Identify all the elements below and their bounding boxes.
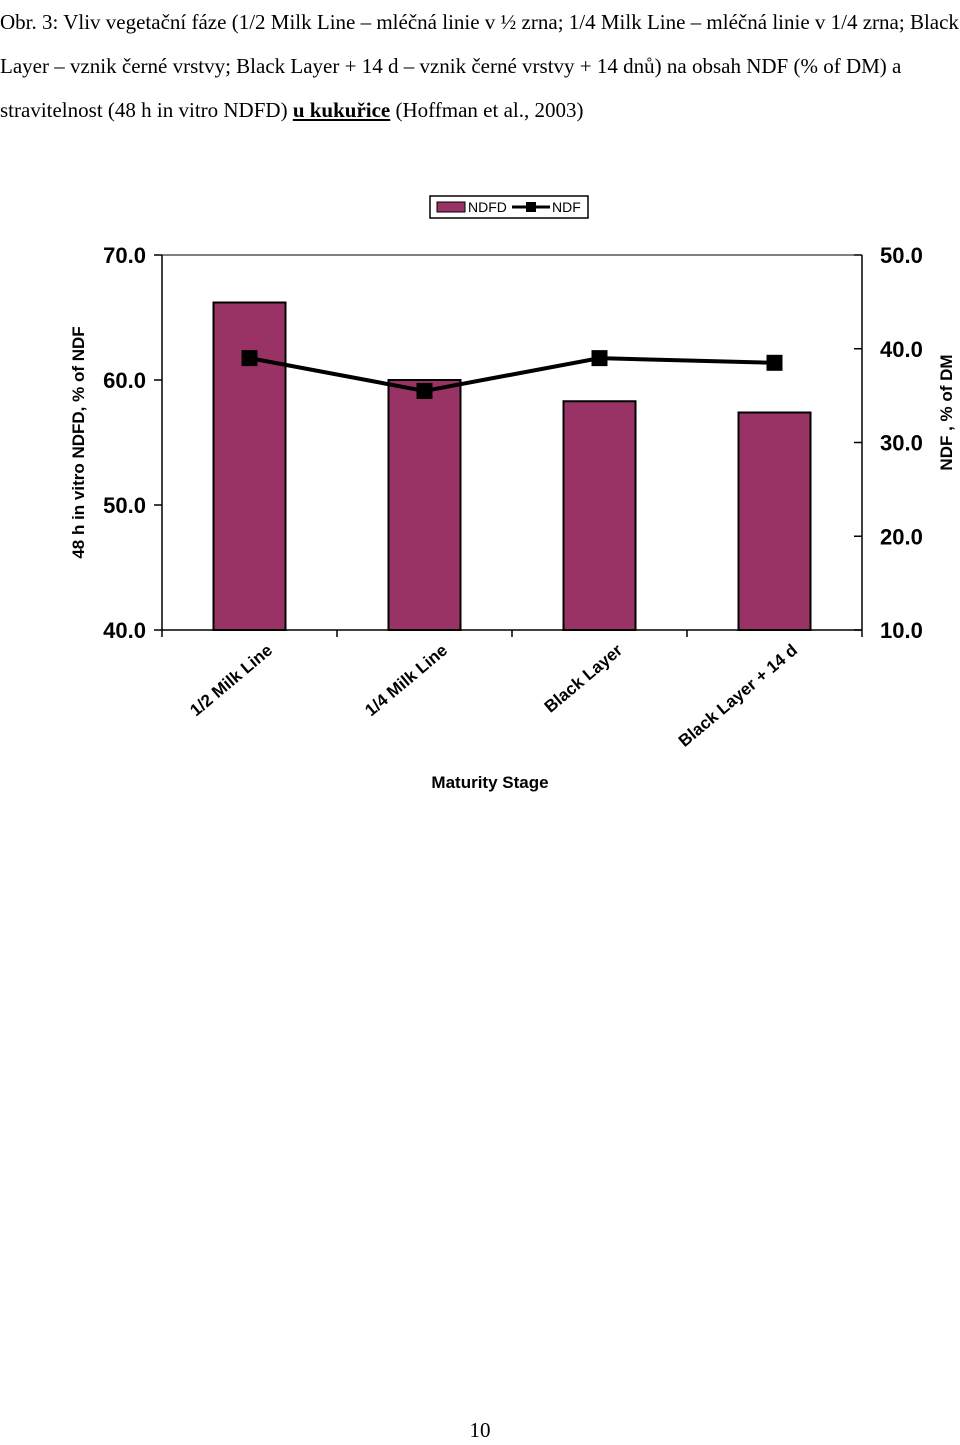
- caption-tail: (Hoffman et al., 2003): [390, 98, 584, 122]
- caption-text: Obr. 3: Vliv vegetační fáze (1/2 Milk Li…: [0, 10, 959, 122]
- marker-ndf-1: [416, 382, 433, 399]
- x-tick-label-1: 1/4 Milk Line: [361, 641, 451, 721]
- y-tick-label-right-2: 30.0: [880, 431, 923, 456]
- y-axis-label-right: NDF , % of DM: [937, 354, 956, 470]
- x-tick-label-3: Black Layer + 14 d: [675, 641, 801, 751]
- legend-label-ndf: NDF: [552, 199, 581, 215]
- x-tick-label-2: Black Layer: [541, 640, 627, 716]
- x-axis-label: Maturity Stage: [431, 773, 548, 792]
- y-tick-label-left-2: 60.0: [103, 368, 146, 393]
- y-axis-label-left: 48 h in vitro NDFD, % of NDF: [69, 326, 88, 558]
- y-tick-label-right-1: 20.0: [880, 524, 923, 549]
- caption-underlined: u kukuřice: [292, 98, 391, 122]
- plot-area: 40.0 50.0 60.0 70.0 10.0 20.0 30.0 40.0 50.0 1/2 …: [103, 243, 923, 751]
- bar-ndfd-3: [737, 411, 812, 631]
- marker-ndf-3: [766, 354, 783, 371]
- y-tick-label-left-3: 70.0: [103, 243, 146, 268]
- legend-marker-ndf: [526, 202, 536, 212]
- y-tick-label-right-0: 10.0: [880, 618, 923, 643]
- legend-label-ndfd: NDFD: [468, 199, 507, 215]
- y-tick-label-left-0: 40.0: [103, 618, 146, 643]
- chart: NDFD NDF 40.050.060.070.010.020.030.040.…: [69, 195, 956, 792]
- y-tick-label-left-1: 50.0: [103, 493, 146, 518]
- legend-swatch-ndfd: [436, 201, 466, 213]
- line-ndf: [249, 356, 775, 393]
- bar-ndfd-2: [562, 400, 637, 631]
- page-number: 10: [469, 1418, 491, 1442]
- marker-ndf-0: [241, 350, 258, 367]
- y-tick-label-right-4: 50.0: [880, 243, 923, 268]
- legend-box: [429, 195, 589, 219]
- bar-ndfd-1: [387, 379, 462, 631]
- marker-ndf-2: [591, 350, 608, 367]
- x-tick-label-0: 1/2 Milk Line: [186, 641, 276, 721]
- figure-caption: Obr. 3: Vliv vegetační fáze (1/2 Milk Li…: [0, 0, 960, 132]
- y-tick-label-right-3: 40.0: [880, 337, 923, 362]
- legend: NDFD NDF: [429, 195, 589, 219]
